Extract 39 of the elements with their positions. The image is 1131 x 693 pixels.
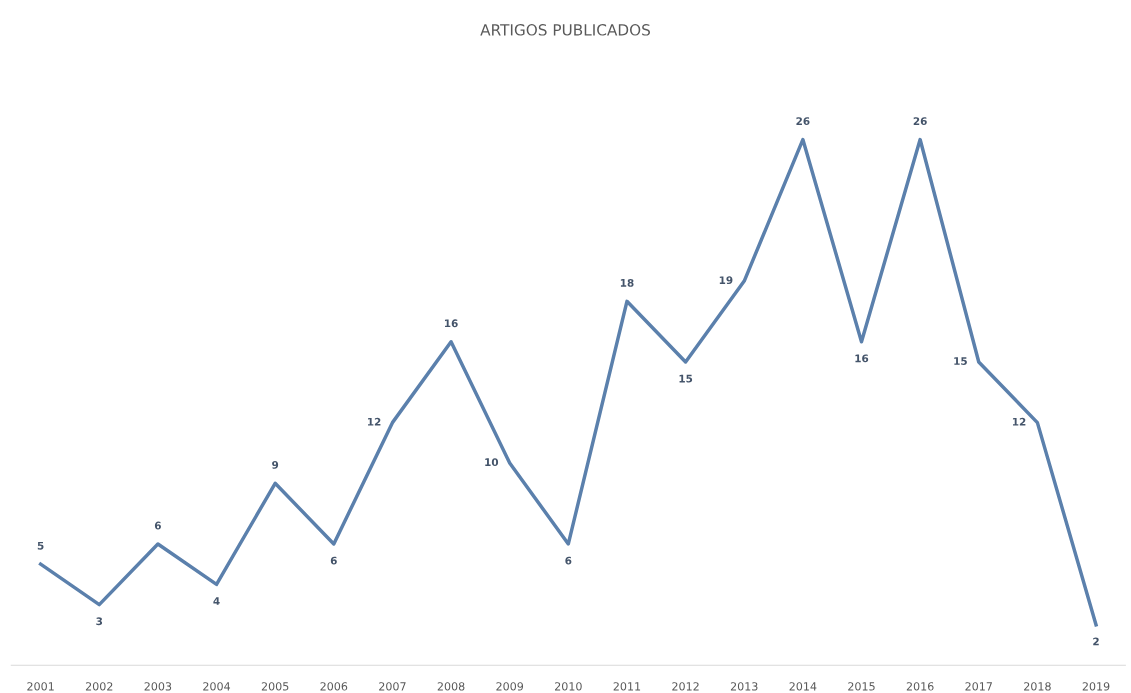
data-label: 4: [213, 597, 220, 605]
x-tick-label: 2005: [261, 682, 289, 691]
x-tick-label: 2013: [730, 682, 758, 691]
x-tick-label: 2012: [672, 682, 699, 691]
x-tick-label: 2016: [906, 682, 934, 691]
data-label: 15: [679, 374, 693, 383]
x-tick-label: 2007: [379, 682, 406, 691]
x-tick-label: 2009: [496, 682, 524, 691]
x-tick-label: 2018: [1024, 682, 1051, 691]
data-label: 10: [485, 458, 499, 467]
x-tick-label: 2011: [613, 682, 641, 691]
data-label: 6: [565, 556, 572, 565]
data-label: 9: [272, 460, 279, 469]
data-label: 16: [444, 319, 458, 328]
x-tick-label: 2014: [789, 682, 817, 691]
data-label: 3: [96, 617, 103, 626]
x-tick-label: 2004: [203, 682, 231, 691]
x-tick-label: 2015: [848, 682, 875, 691]
data-label: 26: [796, 117, 810, 126]
data-label: 2: [1093, 637, 1099, 646]
x-tick-label: 2008: [437, 682, 465, 691]
data-label: 6: [154, 521, 161, 530]
data-label: 15: [954, 357, 967, 365]
data-label: 16: [855, 354, 869, 363]
data-label: 26: [913, 117, 927, 126]
data-label: 18: [620, 278, 634, 287]
x-tick-label: 2006: [320, 682, 348, 691]
chart-title: ARTIGOS PUBLICADOS: [480, 24, 650, 36]
data-label: 6: [330, 556, 337, 565]
x-tick-label: 2019: [1082, 682, 1110, 691]
data-label: 19: [719, 276, 733, 285]
x-tick-label: 2010: [555, 682, 582, 691]
x-tick-label: 2002: [85, 682, 113, 691]
data-label: 5: [37, 541, 44, 550]
x-tick-label: 2003: [144, 682, 172, 691]
x-tick-label: 2017: [965, 682, 992, 691]
data-label: 12: [368, 417, 381, 426]
data-label: 12: [1012, 417, 1026, 426]
x-tick-label: 2001: [27, 682, 54, 691]
